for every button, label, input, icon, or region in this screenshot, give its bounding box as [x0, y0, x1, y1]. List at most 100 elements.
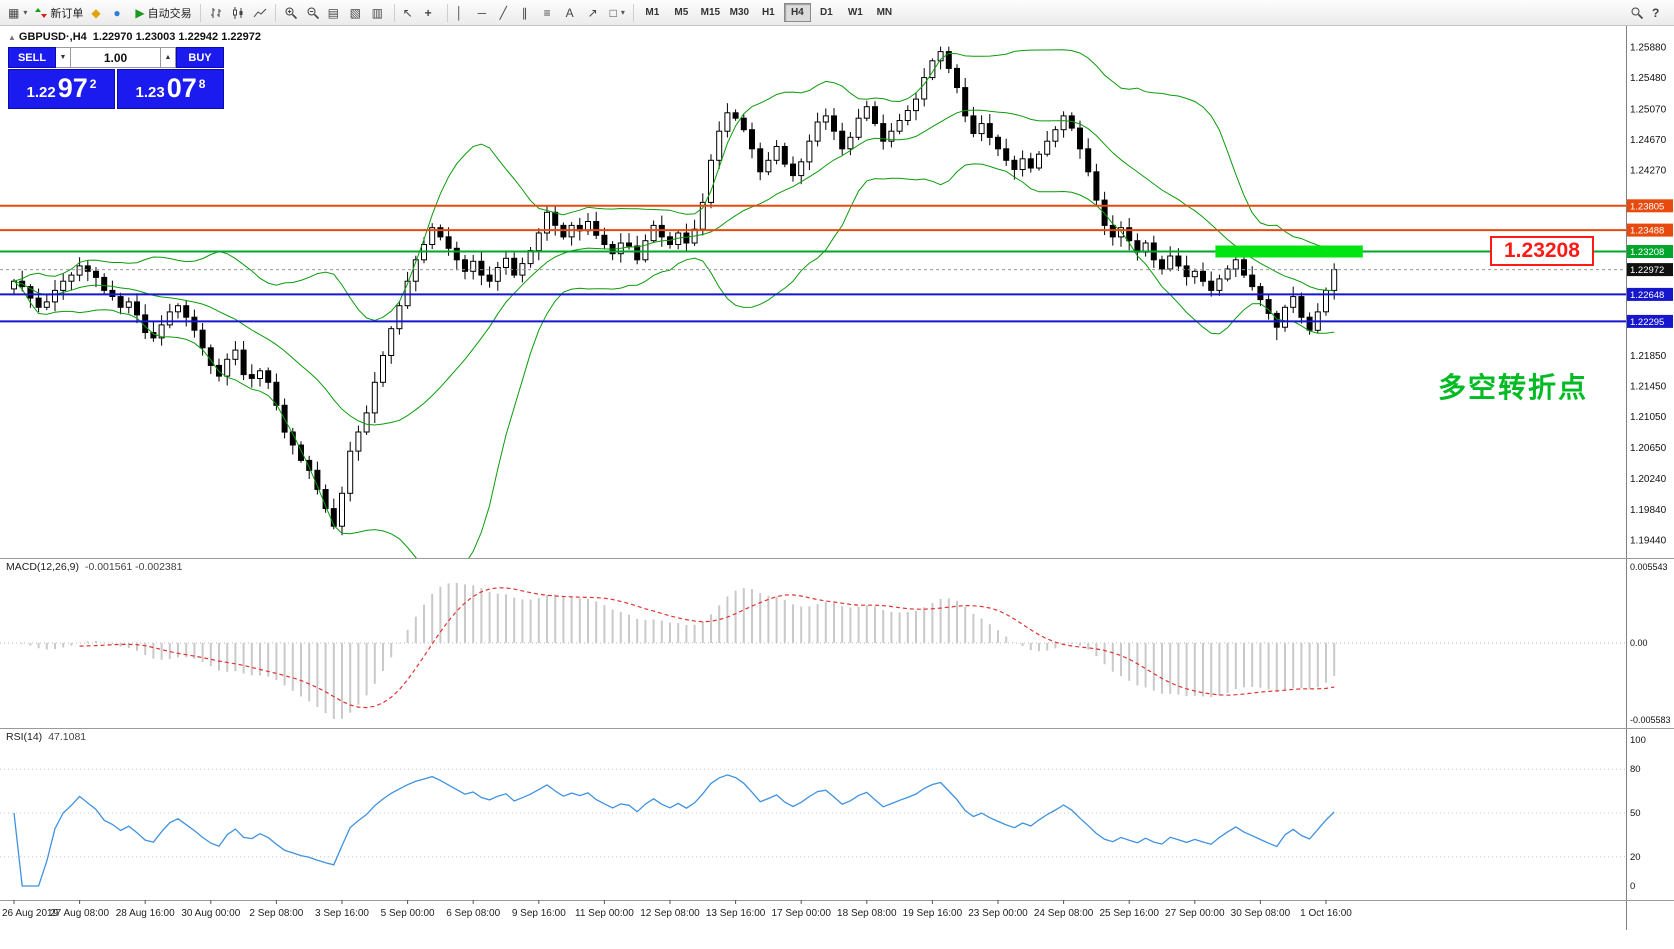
main-price-pane[interactable]: [0, 46, 1626, 581]
chevron-down-icon: ▾: [620, 8, 625, 17]
svg-text:1.20650: 1.20650: [1630, 443, 1667, 454]
timeframe-h4-button[interactable]: H4: [783, 3, 811, 22]
rsi-name: RSI(14): [6, 731, 43, 743]
cascade-windows-button[interactable]: ▧: [346, 2, 368, 23]
zoom-in-button[interactable]: [280, 2, 302, 23]
macd-signal-line: [79, 587, 1335, 709]
shapes-button[interactable]: □ ▾: [606, 2, 629, 23]
highlight-rect[interactable]: [1215, 245, 1363, 258]
timeframe-mn-button[interactable]: MN: [871, 3, 898, 22]
text-tool-button[interactable]: A: [562, 2, 584, 23]
candles-chart-button[interactable]: [227, 2, 249, 23]
vertical-line-button[interactable]: │: [452, 2, 474, 23]
rsi-value: 47.1081: [48, 731, 87, 743]
toolbar-separator: [393, 3, 395, 22]
toolbar: ▦ ▾ 新订单 ◆ ● ▶ 自动交易: [0, 0, 1674, 26]
equidistant-channel-button[interactable]: ∥: [518, 2, 540, 23]
market-watch-icon: ●: [113, 5, 121, 20]
sell-button[interactable]: SELL: [8, 47, 56, 68]
macd-pane[interactable]: [0, 582, 1626, 719]
ohlc-values: 1.22970 1.23003 1.22942 1.22972: [92, 31, 261, 43]
new-order-button[interactable]: 新订单: [31, 2, 87, 23]
sell-price-button[interactable]: 1.22 97 2: [8, 69, 115, 109]
fibonacci-button[interactable]: ≡: [540, 2, 562, 23]
svg-text:1 Oct 16:00: 1 Oct 16:00: [1300, 908, 1352, 919]
turning-point-annotation[interactable]: 多空转折点: [1438, 372, 1589, 403]
svg-text:1.25070: 1.25070: [1630, 105, 1667, 116]
timeframe-w1-button[interactable]: W1: [842, 3, 869, 22]
timeframe-m1-button[interactable]: M1: [639, 3, 666, 22]
rsi-pane[interactable]: [0, 768, 1626, 887]
buy-button[interactable]: BUY: [176, 47, 224, 68]
autotrade-label: 自动交易: [147, 7, 192, 20]
volume-increment-button[interactable]: ▲: [161, 47, 176, 68]
timeframe-h1-button[interactable]: H1: [755, 3, 782, 22]
market-watch-button[interactable]: ●: [109, 2, 131, 23]
svg-text:100: 100: [1630, 735, 1646, 746]
svg-text:30 Aug 00:00: 30 Aug 00:00: [181, 908, 240, 919]
svg-text:1.20240: 1.20240: [1630, 474, 1667, 485]
volume-input[interactable]: 1.00: [71, 47, 161, 68]
buy-price-big: 1.23: [135, 84, 165, 101]
sell-price-big: 1.22: [26, 84, 56, 101]
trendline-button[interactable]: ╱: [496, 2, 518, 23]
autotrade-icon: ▶: [135, 5, 145, 20]
timeframe-m30-button[interactable]: M30: [726, 3, 753, 22]
svg-text:1.23805: 1.23805: [1630, 201, 1664, 212]
horizontal-lines-layer[interactable]: [0, 204, 1626, 323]
svg-text:28 Aug 16:00: 28 Aug 16:00: [116, 908, 175, 919]
symbol-name: GBPUSD·,H4: [18, 31, 87, 43]
arrow-tool-button[interactable]: ↗: [584, 2, 606, 23]
zoom-out-button[interactable]: [302, 2, 324, 23]
timeframe-m5-button[interactable]: M5: [668, 3, 695, 22]
new-chart-button[interactable]: ▦ ▾: [4, 2, 31, 23]
sell-price-pipette: 2: [89, 77, 97, 91]
svg-text:6 Sep 08:00: 6 Sep 08:00: [446, 908, 500, 919]
price-callout-label[interactable]: 1.23208: [1490, 236, 1594, 266]
svg-text:1.22648: 1.22648: [1630, 290, 1664, 301]
horizontal-line-button[interactable]: ─: [474, 2, 496, 23]
price-tag: [1627, 199, 1673, 213]
help-icon: ?: [1652, 5, 1660, 20]
line-chart-icon: [253, 6, 267, 20]
svg-text:26 Aug 2019: 26 Aug 2019: [2, 908, 59, 919]
arrange-windows-button[interactable]: ▥: [368, 2, 390, 23]
svg-text:1.25880: 1.25880: [1630, 43, 1667, 54]
favorites-button[interactable]: ◆: [87, 2, 109, 23]
timeframe-m15-button[interactable]: M15: [697, 3, 724, 22]
svg-text:11 Sep 00:00: 11 Sep 00:00: [575, 908, 634, 919]
bars-chart-button[interactable]: [205, 2, 227, 23]
search-button[interactable]: [1626, 2, 1648, 23]
svg-text:50: 50: [1630, 808, 1641, 819]
fibonacci-icon: ≡: [543, 5, 551, 20]
svg-text:1.21050: 1.21050: [1630, 412, 1667, 423]
cursor-button[interactable]: ↖: [399, 2, 421, 23]
arrow-icon: ↗: [587, 5, 598, 20]
text-icon: A: [565, 5, 574, 20]
rsi-line: [13, 774, 1335, 887]
line-chart-button[interactable]: [249, 2, 271, 23]
price-axis[interactable]: 1.25880 1.25480 1.25070 1.24670 1.24270 1.218…: [1626, 26, 1674, 949]
channel-icon: ∥: [521, 5, 528, 20]
svg-text:1.24670: 1.24670: [1630, 135, 1667, 146]
svg-text:18 Sep 08:00: 18 Sep 08:00: [837, 908, 897, 919]
buy-price-button[interactable]: 1.23 07 8: [117, 69, 224, 109]
svg-text:1.23208: 1.23208: [1630, 247, 1664, 258]
timeframe-d1-button[interactable]: D1: [813, 3, 840, 22]
macd-pane-label: MACD(12,26,9) -0.001561 -0.002381: [6, 561, 182, 573]
svg-text:9 Sep 16:00: 9 Sep 16:00: [512, 908, 566, 919]
volume-decrement-button[interactable]: ▼: [56, 47, 71, 68]
help-button[interactable]: ?: [1648, 2, 1670, 23]
chevron-down-icon: ▾: [23, 8, 28, 17]
favorites-icon: ◆: [91, 5, 101, 20]
autotrade-button[interactable]: ▶ 自动交易: [131, 2, 195, 23]
buy-price-pips: 07: [166, 73, 197, 103]
crosshair-button[interactable]: +: [421, 2, 443, 23]
chart-title: ▲ GBPUSD·,H4 1.22970 1.23003 1.22942 1.229…: [8, 31, 261, 43]
trendline-icon: ╱: [499, 5, 507, 20]
chart-background: [0, 26, 1674, 949]
tile-windows-button[interactable]: ▤: [324, 2, 346, 23]
svg-text:1.25480: 1.25480: [1630, 73, 1667, 84]
